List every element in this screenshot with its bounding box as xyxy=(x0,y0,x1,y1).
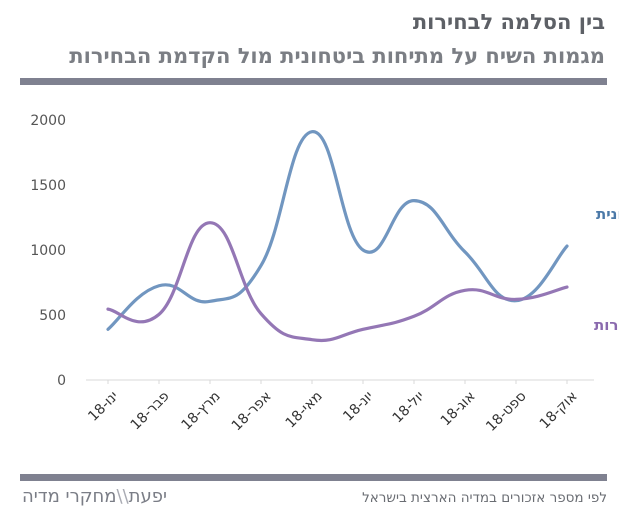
chart-subtitle: מגמות השיח על מתיחות ביטחונית מול הקדמת … xyxy=(69,44,605,68)
logo-word-research: מחקרי מדיה xyxy=(22,486,117,507)
logo-separator: \\ xyxy=(116,486,129,507)
series-label-elections: הקדמת הבחירות xyxy=(594,316,619,334)
series-lines xyxy=(106,130,569,343)
line-chart: 0 500 1000 1500 2000 ינו-18פבר-18מרץ-18אפר-1… xyxy=(30,113,619,435)
bottom-divider xyxy=(20,474,607,481)
x-tick-label: יונ-18 xyxy=(340,388,376,424)
logo-word-ifat: יפעת xyxy=(128,486,168,507)
series-line-elections xyxy=(106,221,569,343)
y-tick-label: 500 xyxy=(39,308,66,324)
chart-title: בין הסלמה לבחירות xyxy=(412,10,605,34)
x-tick-label: אוק-18 xyxy=(537,388,581,432)
y-tick-label: 0 xyxy=(57,373,66,389)
chart-header: בין הסלמה לבחירות מגמות השיח על מתיחות ב… xyxy=(0,0,619,80)
x-tick-label: ינו-18 xyxy=(85,388,121,424)
top-divider xyxy=(20,78,607,85)
x-tick-label: פבר-18 xyxy=(128,388,173,433)
x-tick-label: ספט-18 xyxy=(483,388,530,435)
x-tick-label: אוג-18 xyxy=(438,388,479,429)
x-tick-label: אפר-18 xyxy=(229,388,275,434)
x-tick-label: מאי-18 xyxy=(283,388,326,431)
y-tick-label: 1500 xyxy=(30,178,66,194)
x-tick-label: יול-18 xyxy=(390,388,428,426)
series-label-security: מתיחות ביטחונית xyxy=(596,205,619,223)
y-axis: 0 500 1000 1500 2000 xyxy=(30,113,66,389)
x-tick-label: מרץ-18 xyxy=(179,388,224,433)
y-tick-label: 1000 xyxy=(30,243,66,259)
series-line-security xyxy=(106,130,569,331)
source-note: לפי מספר אזכורים במדיה הארצית בישראל xyxy=(362,490,607,506)
brand-logo: יפעת\\מחקרי מדיה xyxy=(22,486,167,507)
y-tick-label: 2000 xyxy=(30,113,66,129)
